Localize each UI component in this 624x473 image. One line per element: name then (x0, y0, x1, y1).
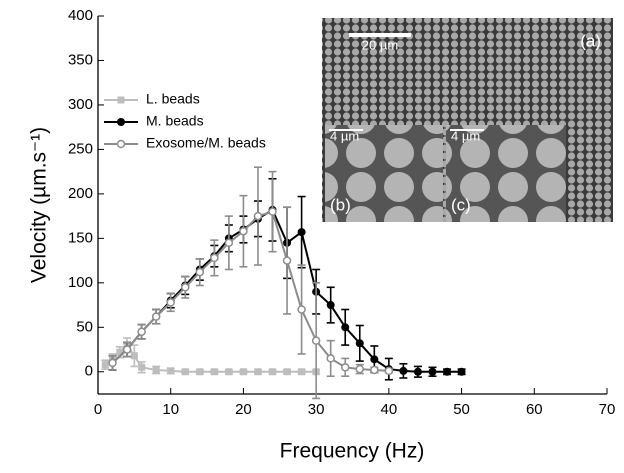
marker (181, 368, 189, 376)
marker (122, 345, 132, 354)
marker (370, 365, 379, 375)
marker (225, 368, 233, 376)
y-tick-label: 100 (68, 274, 93, 291)
marker (152, 366, 160, 374)
marker (151, 312, 161, 321)
marker (224, 238, 234, 248)
marker (101, 361, 109, 369)
marker (137, 327, 146, 336)
x-tick-label: 60 (526, 401, 543, 418)
marker (384, 366, 394, 376)
marker (166, 298, 175, 307)
marker (254, 368, 262, 376)
y-tick-label: 350 (68, 51, 93, 68)
marker (117, 118, 125, 126)
marker (210, 368, 218, 376)
y-tick-label: 250 (68, 140, 93, 157)
marker (269, 368, 277, 376)
marker (298, 368, 306, 376)
marker (399, 366, 408, 375)
marker (167, 367, 175, 375)
marker (457, 367, 466, 376)
marker (116, 139, 126, 149)
marker (268, 207, 277, 216)
inset-label: (a) (580, 31, 601, 50)
x-tick-label: 10 (162, 401, 179, 418)
marker (326, 354, 335, 363)
marker (130, 352, 138, 360)
marker (443, 367, 452, 376)
y-axis-label: Velocity (µm.s⁻¹) (28, 127, 51, 283)
x-tick-label: 40 (381, 401, 398, 418)
marker (341, 323, 350, 332)
marker (117, 96, 125, 104)
marker (253, 211, 263, 221)
marker (196, 368, 204, 376)
legend-label: Exosome/M. beads (146, 135, 266, 151)
marker (326, 301, 335, 310)
marker (116, 348, 124, 356)
inset-label: 4 µm (330, 128, 359, 143)
marker (311, 336, 321, 345)
y-tick-label: 150 (68, 229, 93, 246)
marker (355, 339, 364, 348)
marker (297, 305, 306, 314)
marker (108, 358, 117, 368)
marker (210, 253, 219, 263)
y-tick-label: 300 (68, 96, 93, 113)
marker (428, 367, 437, 376)
inset-label: 4 µm (451, 128, 480, 143)
legend-label: M. beads (146, 113, 204, 129)
inset-label: (b) (330, 195, 351, 214)
marker (297, 228, 306, 237)
x-tick-label: 70 (599, 401, 616, 418)
marker (340, 363, 350, 372)
x-axis-label: Frequency (Hz) (280, 440, 425, 463)
inset-label: (c) (451, 195, 471, 214)
x-tick-label: 0 (94, 401, 102, 418)
inset-image (322, 18, 613, 222)
y-tick-label: 200 (68, 185, 93, 202)
y-tick-label: 400 (68, 7, 93, 24)
marker (282, 256, 292, 265)
legend-label: L. beads (146, 91, 200, 107)
marker (239, 368, 247, 376)
marker (239, 226, 248, 236)
marker (283, 368, 291, 376)
marker (413, 367, 422, 376)
series-line (111, 210, 389, 372)
x-tick-label: 20 (235, 401, 252, 418)
x-tick-label: 30 (308, 401, 325, 418)
y-tick-label: 0 (85, 363, 93, 380)
y-tick-label: 50 (76, 318, 93, 335)
marker (370, 355, 379, 364)
marker (181, 283, 190, 292)
inset-label: 20 µm (362, 37, 398, 52)
marker (355, 364, 365, 374)
marker (138, 363, 146, 371)
x-tick-label: 50 (453, 401, 470, 418)
marker (195, 267, 205, 277)
